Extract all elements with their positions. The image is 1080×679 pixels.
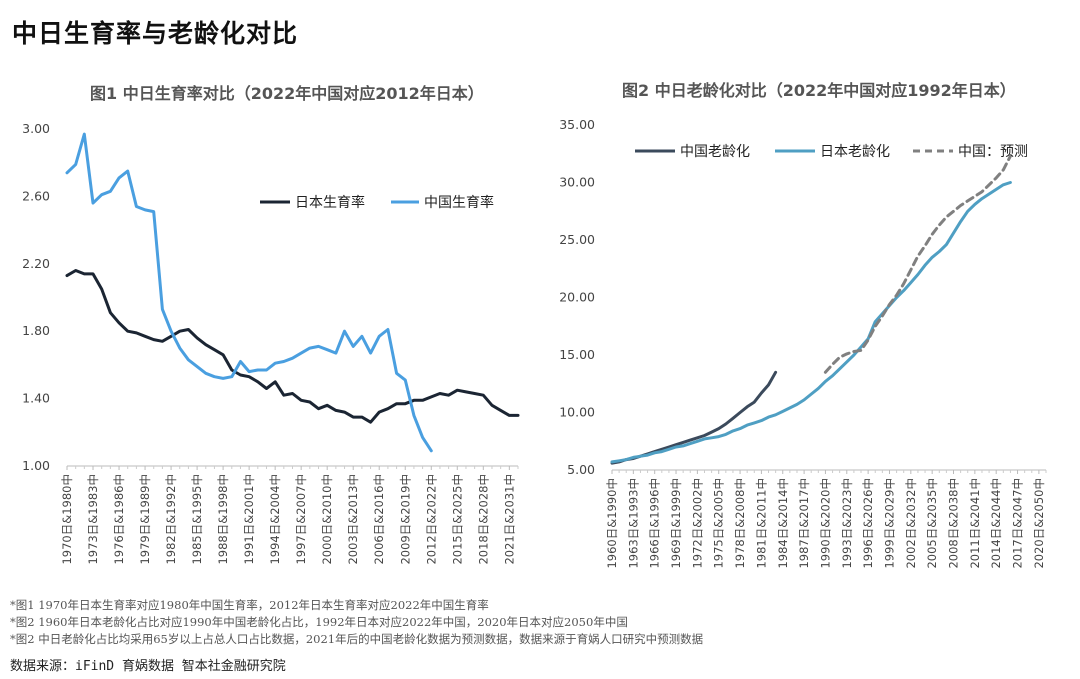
y-tick-label: 30.00 [559, 175, 595, 190]
x-tick-label: 2020日&2050中 [1032, 478, 1046, 569]
x-tick-label: 2005日&2035中 [925, 478, 939, 569]
y-tick-label: 5.00 [567, 462, 595, 477]
y-tick-label: 2.60 [22, 188, 50, 203]
y-tick-label: 2.20 [22, 256, 50, 271]
x-tick-label: 2021日&2031中 [502, 474, 516, 565]
x-tick-label: 1994日&2004中 [268, 474, 282, 565]
x-tick-label: 2017日&2047中 [1011, 478, 1025, 569]
series-line-0 [610, 370, 778, 465]
x-tick-label: 2002日&2032中 [904, 478, 918, 569]
x-tick-label: 1984日&2014中 [776, 478, 790, 569]
x-tick-label: 1988日&1998中 [216, 474, 230, 565]
x-tick-label: 2018日&2028中 [476, 474, 490, 565]
x-tick-label: 1990日&2020中 [818, 478, 832, 569]
aging-chart: 5.00 10.00 15.00 20.00 25.00 30.00 35.00 1960日&… [559, 117, 1047, 569]
chart1-title: 图1 中日生育率对比（2022年中国对应2012年日本） [90, 84, 484, 103]
footnotes: *图1 1970年日本生育率对应1980年中国生育率，2012年日本生育率对应2… [10, 597, 703, 648]
y-tick-label: 25.00 [559, 232, 595, 247]
x-tick-label: 2008日&2038中 [947, 478, 961, 569]
x-tick-label: 1991日&2001中 [242, 474, 256, 565]
x-tick-label: 1970日&1980中 [60, 474, 74, 565]
legend-label: 日本生育率 [295, 194, 365, 211]
x-tick-label: 1985日&1995中 [190, 474, 204, 565]
legend-label: 中国老龄化 [680, 144, 750, 160]
page-title: 中日生育率与老龄化对比 [12, 19, 299, 48]
x-tick-label: 2009日&2019中 [398, 474, 412, 565]
x-tick-label: 2000日&2010中 [320, 474, 334, 565]
x-tick-label: 2003日&2013中 [346, 474, 360, 565]
x-tick-label: 1976日&1986中 [112, 474, 126, 565]
legend-label: 中国：预测 [958, 144, 1028, 160]
footnote: *图2 1960年日本老龄化占比对应1990年中国老龄化占比，1992年日本对应… [10, 615, 628, 629]
x-tick-label: 1999日&2029中 [882, 478, 896, 569]
x-tick-label: 1993日&2023中 [840, 478, 854, 569]
x-tick-label: 1978日&2008中 [733, 478, 747, 569]
x-tick-label: 2014日&2044中 [989, 478, 1003, 569]
x-tick-label: 1996日&2026中 [861, 478, 875, 569]
x-tick-label: 2006日&2016中 [372, 474, 386, 565]
legend-label: 日本老龄化 [820, 144, 890, 160]
x-tick-label: 1963日&1993中 [626, 478, 640, 569]
fertility-chart: 1.00 1.40 1.80 2.20 2.60 3.00 1970日&1980中 1973日… [22, 121, 520, 565]
x-tick-label: 1997日&2007中 [294, 474, 308, 565]
x-tick-label: 1981日&2011中 [754, 478, 768, 569]
x-tick-label: 1972日&2002中 [690, 478, 704, 569]
y-tick-label: 1.80 [22, 323, 50, 338]
y-tick-label: 3.00 [22, 121, 50, 136]
x-tick-label: 1975日&2005中 [712, 478, 726, 569]
y-tick-label: 10.00 [559, 405, 595, 420]
source-line: 数据来源：iFinD 育娲数据 智本社金融研究院 [10, 659, 286, 674]
x-tick-label: 1969日&1999中 [669, 478, 683, 569]
x-tick-label: 1982日&1992中 [164, 474, 178, 565]
x-tick-label: 1979日&1989中 [138, 474, 152, 565]
x-tick-label: 1987日&2017中 [797, 478, 811, 569]
y-tick-label: 35.00 [559, 117, 595, 132]
series-line-1 [610, 181, 1012, 464]
x-tick-label: 2015日&2025中 [450, 474, 464, 565]
legend-label: 中国生育率 [424, 194, 494, 211]
y-tick-label: 1.00 [22, 458, 50, 473]
footnote: *图1 1970年日本生育率对应1980年中国生育率，2012年日本生育率对应2… [10, 598, 489, 612]
x-tick-label: 1960日&1990中 [605, 478, 619, 569]
series-line-2 [823, 154, 1012, 374]
y-tick-label: 1.40 [22, 391, 50, 406]
x-tick-label: 1966日&1996中 [648, 478, 662, 569]
y-tick-label: 15.00 [559, 347, 595, 362]
chart2-title: 图2 中日老龄化对比（2022年中国对应1992年日本） [622, 81, 1016, 100]
series-line-0 [65, 269, 520, 424]
footnote: *图2 中日老龄化占比均采用65岁以上占总人口占比数据，2021年后的中国老龄化… [10, 632, 704, 646]
series-line-1 [65, 132, 433, 453]
x-tick-label: 1973日&1983中 [86, 474, 100, 565]
x-tick-label: 2012日&2022中 [424, 474, 438, 565]
y-tick-label: 20.00 [559, 290, 595, 305]
x-tick-label: 2011日&2041中 [968, 478, 982, 569]
